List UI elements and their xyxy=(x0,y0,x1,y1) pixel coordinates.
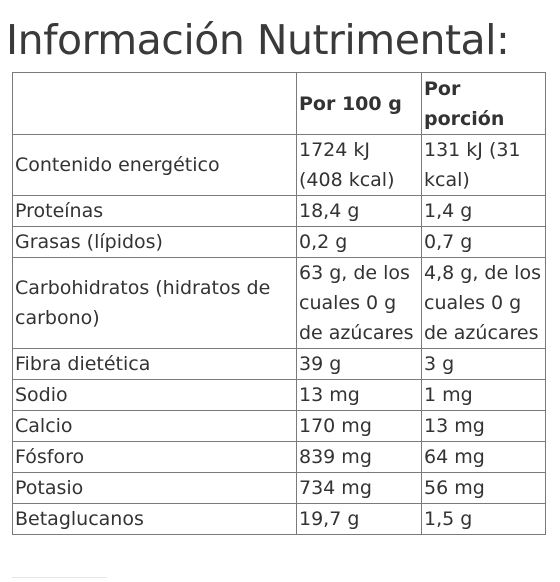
value-per-serving: 1,5 g xyxy=(421,503,546,535)
table-row: Potasio 734 mg 56 mg xyxy=(12,472,546,504)
table-header-row: Por 100 g Por porción xyxy=(12,72,546,135)
value-per-serving: 3 g xyxy=(421,348,546,380)
nutrient-name: Potasio xyxy=(12,472,297,504)
nutrient-name: Contenido energético xyxy=(12,134,297,196)
value-per-100g: 839 mg xyxy=(296,441,422,473)
value-per-100g: 13 mg xyxy=(296,379,422,411)
nutrient-name: Calcio xyxy=(12,410,297,442)
divider xyxy=(12,577,107,578)
value-per-100g: 19,7 g xyxy=(296,503,422,535)
value-per-serving: 13 mg xyxy=(421,410,546,442)
table-row: Fibra dietética 39 g 3 g xyxy=(12,348,546,380)
header-per-100g: Por 100 g xyxy=(296,72,422,135)
value-per-serving: 0,7 g xyxy=(421,226,546,258)
table-row: Proteínas 18,4 g 1,4 g xyxy=(12,195,546,227)
nutrient-name: Grasas (lípidos) xyxy=(12,226,297,258)
table-row: Fósforo 839 mg 64 mg xyxy=(12,441,546,473)
value-per-100g: 18,4 g xyxy=(296,195,422,227)
nutrient-name: Fósforo xyxy=(12,441,297,473)
table-row: Calcio 170 mg 13 mg xyxy=(12,410,546,442)
nutrient-name: Fibra dietética xyxy=(12,348,297,380)
value-per-100g: 39 g xyxy=(296,348,422,380)
value-per-100g: 1724 kJ (408 kcal) xyxy=(296,134,422,196)
value-per-serving: 131 kJ (31 kcal) xyxy=(421,134,546,196)
value-per-100g: 170 mg xyxy=(296,410,422,442)
header-per-serving: Por porción xyxy=(421,72,546,135)
nutrient-name: Carbohidratos (hidratos de carbono) xyxy=(12,257,297,349)
table-row: Grasas (lípidos) 0,2 g 0,7 g xyxy=(12,226,546,258)
table-row: Betaglucanos 19,7 g 1,5 g xyxy=(12,503,546,535)
value-per-serving: 1,4 g xyxy=(421,195,546,227)
value-per-serving: 56 mg xyxy=(421,472,546,504)
value-per-serving: 64 mg xyxy=(421,441,546,473)
nutrient-name: Sodio xyxy=(12,379,297,411)
value-per-100g: 0,2 g xyxy=(296,226,422,258)
value-per-serving: 4,8 g, de los cuales 0 g de azúcares xyxy=(421,257,546,349)
nutrient-name: Proteínas xyxy=(12,195,297,227)
nutrition-table: Por 100 g Por porción Contenido energéti… xyxy=(12,72,546,535)
value-per-serving: 1 mg xyxy=(421,379,546,411)
table-row: Contenido energético 1724 kJ (408 kcal) … xyxy=(12,134,546,196)
value-per-100g: 734 mg xyxy=(296,472,422,504)
page-title: Información Nutrimental: xyxy=(6,16,510,64)
value-per-100g: 63 g, de los cuales 0 g de azúcares xyxy=(296,257,422,349)
nutrient-name: Betaglucanos xyxy=(12,503,297,535)
table-row: Sodio 13 mg 1 mg xyxy=(12,379,546,411)
table-row: Carbohidratos (hidratos de carbono) 63 g… xyxy=(12,257,546,349)
header-nutrient xyxy=(12,72,297,135)
